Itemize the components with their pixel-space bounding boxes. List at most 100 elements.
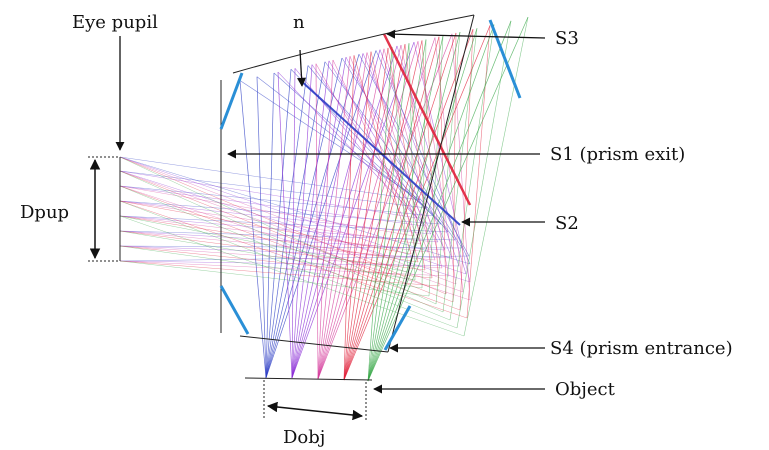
ray bbox=[367, 20, 512, 382]
ray bbox=[119, 215, 409, 273]
label-dobj: Dobj bbox=[283, 427, 325, 448]
ray bbox=[391, 46, 409, 273]
ray bbox=[119, 200, 412, 255]
ray bbox=[119, 156, 471, 265]
facet-lower-right bbox=[383, 305, 412, 351]
ray bbox=[343, 40, 423, 381]
ray bbox=[367, 28, 478, 382]
ray bbox=[343, 44, 406, 381]
ray bbox=[456, 20, 512, 329]
ray bbox=[119, 156, 421, 201]
ray-bundle bbox=[119, 16, 529, 382]
dobj-arrow bbox=[266, 401, 364, 421]
ray bbox=[265, 50, 377, 379]
ray bbox=[367, 24, 495, 382]
ray bbox=[119, 200, 422, 245]
ray bbox=[119, 245, 443, 269]
ray bbox=[256, 76, 428, 209]
ray bbox=[343, 55, 355, 381]
ray bbox=[317, 33, 453, 380]
ray bbox=[119, 230, 426, 271]
ray bbox=[408, 43, 416, 281]
ray bbox=[367, 46, 393, 382]
label-s3: S3 bbox=[555, 28, 579, 49]
ray bbox=[119, 156, 437, 305]
ray bbox=[119, 260, 430, 297]
ray bbox=[291, 60, 330, 379]
facet-lower-left bbox=[219, 285, 250, 335]
ray bbox=[438, 36, 447, 295]
ray bbox=[291, 68, 296, 379]
ray bbox=[343, 25, 491, 381]
ray bbox=[119, 215, 449, 233]
ray bbox=[119, 156, 457, 285]
ray bbox=[317, 52, 368, 380]
prism-facets bbox=[219, 19, 522, 351]
ray bbox=[343, 47, 389, 381]
label-object: Object bbox=[555, 379, 616, 400]
ray bbox=[404, 44, 433, 279]
ray bbox=[291, 42, 415, 379]
ray bbox=[119, 215, 465, 337]
facet-upper-left bbox=[219, 72, 244, 130]
ray bbox=[119, 215, 419, 263]
label-dpup: Dpup bbox=[20, 202, 69, 223]
ray bbox=[421, 40, 440, 287]
label-s4: S4 (prism entrance) bbox=[550, 338, 733, 359]
ray bbox=[317, 56, 351, 380]
ray bbox=[119, 230, 436, 261]
ray bbox=[375, 50, 471, 265]
ray bbox=[273, 72, 435, 217]
ray bbox=[317, 59, 334, 380]
ray bbox=[299, 79, 461, 226]
ray bbox=[119, 170, 471, 283]
label-eye-pupil: Eye pupil bbox=[72, 12, 158, 33]
surface-s3 bbox=[232, 14, 475, 74]
prism-outline bbox=[220, 14, 475, 353]
ray bbox=[332, 59, 422, 245]
ray bbox=[421, 39, 427, 289]
ray bbox=[291, 53, 364, 379]
ray bbox=[119, 230, 416, 281]
label-s2: S2 bbox=[555, 213, 579, 234]
ray bbox=[317, 48, 385, 380]
ray bbox=[413, 42, 471, 283]
ray bbox=[367, 16, 529, 382]
ray bbox=[343, 32, 457, 381]
ray bbox=[119, 255, 470, 262]
object-plane bbox=[244, 377, 373, 381]
ray bbox=[119, 185, 435, 217]
ray bbox=[119, 170, 418, 219]
ray bbox=[265, 54, 360, 379]
ray bbox=[343, 36, 440, 381]
ray bbox=[265, 61, 326, 379]
ray bbox=[317, 44, 402, 380]
label-s1: S1 (prism exit) bbox=[550, 144, 685, 165]
ray bbox=[291, 57, 347, 379]
ray bbox=[328, 60, 439, 243]
ray bbox=[119, 200, 468, 319]
facet-upper-right bbox=[488, 19, 522, 99]
ray bbox=[277, 72, 293, 379]
ray bbox=[315, 63, 319, 380]
ray bbox=[265, 65, 309, 379]
ray bbox=[466, 25, 491, 319]
ray bbox=[119, 215, 429, 253]
ray bbox=[119, 260, 440, 287]
ray bbox=[291, 64, 313, 379]
ray bbox=[343, 29, 474, 381]
ray bbox=[367, 35, 444, 382]
ray bbox=[367, 43, 410, 382]
surface-s2 bbox=[387, 14, 475, 353]
ray bbox=[265, 57, 343, 379]
surface-s4-entrance bbox=[239, 335, 389, 353]
ray bbox=[119, 170, 444, 313]
ray bbox=[119, 215, 439, 243]
ray bbox=[382, 33, 472, 206]
ray bbox=[379, 49, 460, 267]
ray bbox=[119, 170, 428, 209]
ray bbox=[291, 45, 398, 379]
ray bbox=[370, 51, 419, 263]
